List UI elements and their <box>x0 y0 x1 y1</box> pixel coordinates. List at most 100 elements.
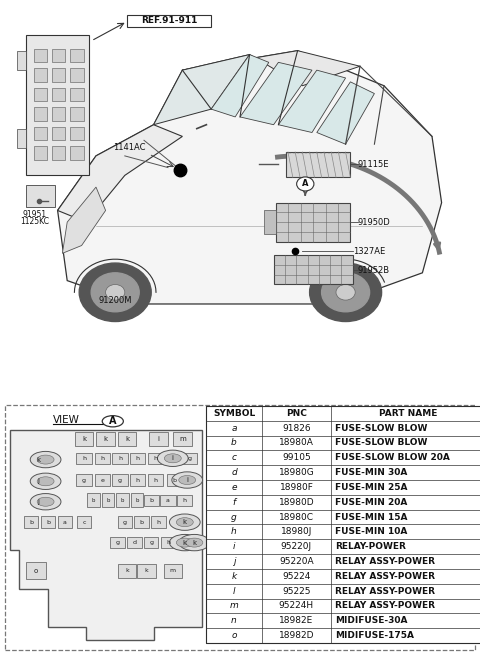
Text: SYMBOL: SYMBOL <box>213 409 255 418</box>
Text: i: i <box>172 455 174 461</box>
Text: l: l <box>233 587 235 595</box>
Text: b: b <box>140 519 144 525</box>
Text: n: n <box>231 616 237 626</box>
Text: k: k <box>125 436 129 442</box>
Bar <box>110 537 125 548</box>
Text: h: h <box>231 527 237 536</box>
Text: h: h <box>154 456 157 461</box>
Bar <box>70 146 84 160</box>
Circle shape <box>169 534 200 551</box>
Text: h: h <box>82 456 86 461</box>
Text: b: b <box>120 498 124 503</box>
Bar <box>164 564 182 578</box>
Text: FUSE-MIN 25A: FUSE-MIN 25A <box>335 483 408 492</box>
Text: b: b <box>29 519 33 525</box>
Text: 18982D: 18982D <box>279 631 314 640</box>
Bar <box>112 453 128 464</box>
Bar <box>70 88 84 102</box>
Text: 91950D: 91950D <box>358 217 390 227</box>
Circle shape <box>176 517 193 527</box>
Text: k: k <box>125 568 129 573</box>
Text: 18980A: 18980A <box>279 438 314 447</box>
Bar <box>264 210 276 234</box>
Bar <box>102 493 114 508</box>
Text: 95220J: 95220J <box>281 542 312 552</box>
Text: h: h <box>100 456 104 461</box>
Bar <box>76 474 92 486</box>
Bar <box>166 453 181 464</box>
Bar <box>26 35 89 176</box>
Text: o: o <box>34 568 38 574</box>
Bar <box>127 537 142 548</box>
Text: FUSE-SLOW BLOW: FUSE-SLOW BLOW <box>335 424 427 433</box>
Bar <box>95 453 110 464</box>
Text: k: k <box>144 568 148 573</box>
Bar <box>160 495 176 506</box>
Text: h: h <box>183 498 187 503</box>
Bar <box>17 50 26 70</box>
Text: o: o <box>231 631 237 640</box>
Text: m: m <box>229 601 239 610</box>
Bar <box>144 537 158 548</box>
Bar <box>161 537 175 548</box>
Bar <box>130 474 145 486</box>
Text: m: m <box>179 436 186 442</box>
Text: VIEW: VIEW <box>53 415 80 425</box>
Bar <box>118 516 132 528</box>
Circle shape <box>164 454 181 463</box>
Text: c: c <box>82 519 86 525</box>
Bar <box>276 202 350 242</box>
Bar <box>144 495 159 506</box>
Text: 91952B: 91952B <box>358 265 390 274</box>
Text: 95224H: 95224H <box>279 601 314 610</box>
Text: j: j <box>37 478 39 484</box>
Polygon shape <box>58 124 182 222</box>
Text: 18980F: 18980F <box>279 483 313 492</box>
Text: h: h <box>166 540 170 545</box>
Text: 99105: 99105 <box>282 453 311 462</box>
Bar <box>149 432 168 446</box>
Bar <box>34 107 47 121</box>
Bar <box>34 126 47 140</box>
Text: c: c <box>231 453 237 462</box>
Bar <box>26 185 55 206</box>
Bar <box>118 432 136 446</box>
Bar <box>70 107 84 121</box>
Polygon shape <box>278 70 346 132</box>
Text: f: f <box>232 498 236 507</box>
Text: RELAY ASSY-POWER: RELAY ASSY-POWER <box>335 601 435 610</box>
Bar <box>274 255 353 284</box>
Text: PART NAME: PART NAME <box>379 409 437 418</box>
Text: k: k <box>183 540 187 546</box>
Text: e: e <box>231 483 237 492</box>
Bar <box>77 516 91 528</box>
Circle shape <box>310 263 382 322</box>
Text: b: b <box>149 498 153 503</box>
Bar <box>131 493 143 508</box>
Polygon shape <box>58 50 442 304</box>
Circle shape <box>322 272 370 312</box>
Circle shape <box>37 477 54 486</box>
Polygon shape <box>154 54 250 124</box>
Bar <box>96 432 115 446</box>
Text: a: a <box>63 519 67 525</box>
Text: g: g <box>116 540 120 545</box>
Bar <box>24 516 38 528</box>
Text: PNC: PNC <box>286 409 307 418</box>
Bar <box>127 15 211 26</box>
Text: 18980C: 18980C <box>279 513 314 521</box>
Bar <box>206 406 480 643</box>
Text: 18980G: 18980G <box>278 468 314 477</box>
Text: d: d <box>132 540 136 545</box>
Bar <box>151 516 166 528</box>
Text: 91951: 91951 <box>23 210 47 219</box>
Text: b: b <box>106 498 110 503</box>
Text: h: h <box>118 456 122 461</box>
Bar <box>52 48 65 62</box>
Circle shape <box>172 472 203 488</box>
Text: h: h <box>136 456 140 461</box>
Text: 1125KC: 1125KC <box>20 217 49 226</box>
Text: k: k <box>183 519 187 525</box>
Text: MIDIFUSE-175A: MIDIFUSE-175A <box>335 631 414 640</box>
Circle shape <box>336 284 355 300</box>
